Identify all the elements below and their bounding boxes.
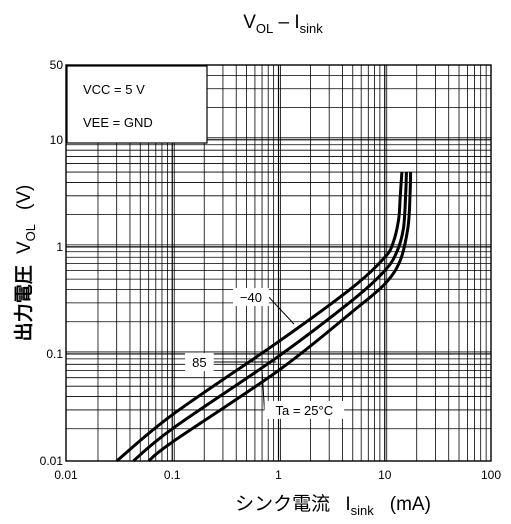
- x-tick-label: 0.1: [164, 468, 181, 482]
- curve-label: Ta = 25°C: [276, 403, 334, 418]
- y-tick-label: 50: [50, 58, 64, 72]
- condition-vcc: VCC = 5 V: [83, 82, 145, 97]
- y-tick-label: 0.1: [46, 347, 63, 361]
- y-axis-label-subscript: OL: [23, 224, 38, 241]
- title-main: V: [243, 12, 256, 33]
- y-axis-label-symbol: V: [14, 241, 35, 254]
- y-axis-label: 出力電圧 VOL (V): [12, 185, 38, 342]
- conditions-box: VCC = 5 V VEE = GND: [67, 66, 207, 143]
- x-axis-label-subscript: sink: [351, 503, 375, 518]
- y-tick-label: 10: [50, 133, 64, 147]
- series-layer: [117, 172, 411, 461]
- y-tick-label: 0.01: [40, 454, 64, 468]
- x-tick-label: 10: [378, 468, 392, 482]
- curve-label-leader: [269, 297, 294, 324]
- conditions-box-frame: [67, 66, 207, 143]
- curve-label: −40: [240, 290, 262, 305]
- curve-label: 85: [192, 355, 206, 370]
- x-tick-label: 100: [481, 468, 501, 482]
- chart-title: VOL – Isink: [243, 12, 323, 36]
- x-tick-label: 0.01: [54, 468, 78, 482]
- x-axis-label-prefix: シンク電流: [235, 493, 335, 515]
- x-tick-label: 1: [275, 468, 282, 482]
- y-axis-label-unit: (V): [14, 185, 35, 210]
- x-axis-label: シンク電流 Isink (mA): [235, 493, 431, 518]
- title-subscript-sink: sink: [300, 21, 324, 36]
- x-axis-label-unit: (mA): [390, 494, 431, 515]
- title-separator: – I: [273, 12, 299, 33]
- y-tick-label: 1: [56, 240, 63, 254]
- condition-vee: VEE = GND: [83, 115, 153, 130]
- series-line: [117, 172, 402, 461]
- y-axis-label-prefix: 出力電圧: [12, 260, 35, 341]
- title-subscript-ol: OL: [256, 21, 273, 36]
